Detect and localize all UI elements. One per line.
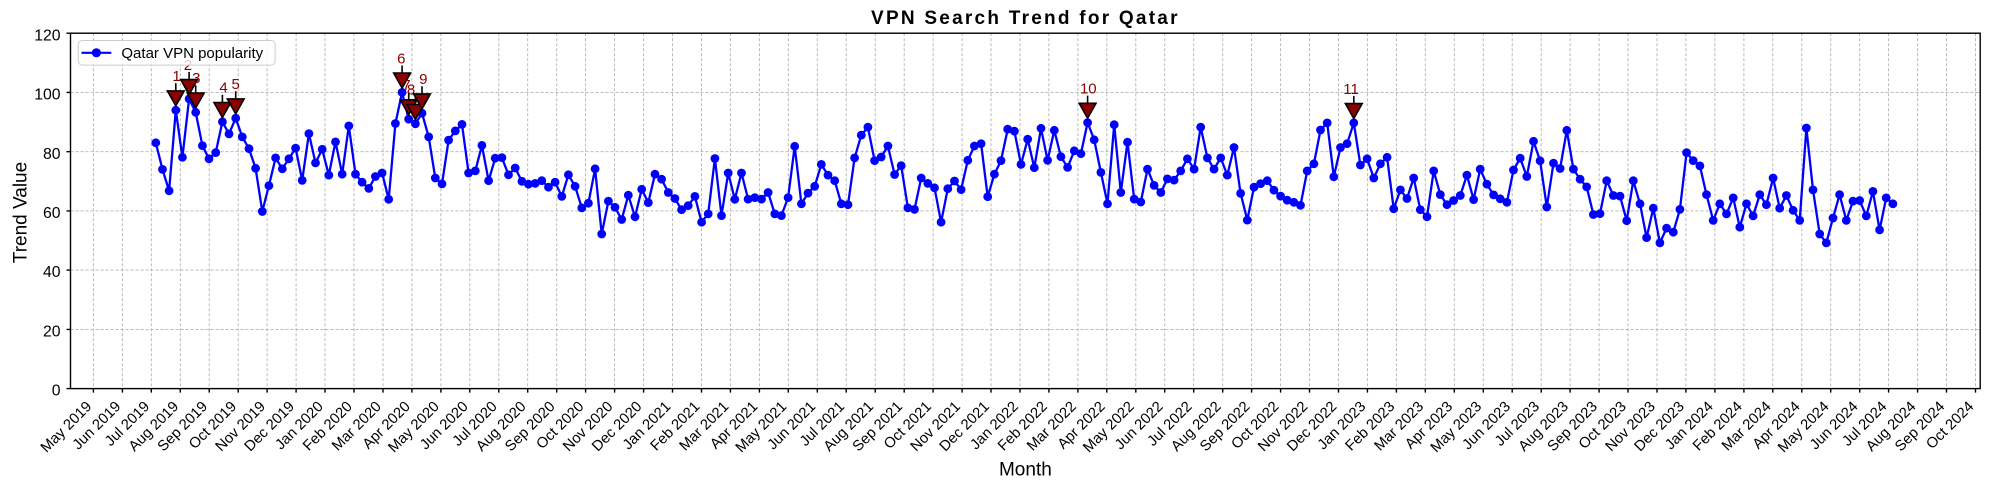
- svg-text:Month: Month: [999, 460, 1052, 481]
- svg-text:5: 5: [232, 76, 240, 93]
- svg-text:VPN Search Trend for Qatar: VPN Search Trend for Qatar: [871, 8, 1180, 29]
- svg-text:100: 100: [34, 87, 61, 104]
- svg-text:Qatar VPN popularity: Qatar VPN popularity: [121, 45, 263, 62]
- svg-text:40: 40: [43, 264, 61, 281]
- svg-text:120: 120: [34, 27, 61, 44]
- svg-text:80: 80: [43, 146, 61, 163]
- svg-text:60: 60: [43, 205, 61, 222]
- svg-text:11: 11: [1343, 81, 1359, 98]
- svg-text:6: 6: [397, 50, 405, 67]
- svg-text:7: 7: [402, 77, 410, 94]
- svg-text:9: 9: [419, 71, 427, 88]
- svg-text:8: 8: [407, 82, 415, 99]
- svg-text:0: 0: [52, 383, 61, 400]
- svg-text:4: 4: [219, 80, 227, 97]
- svg-text:10: 10: [1080, 81, 1097, 98]
- svg-text:1: 1: [172, 68, 180, 85]
- svg-text:3: 3: [192, 70, 200, 87]
- svg-text:Trend Value: Trend Value: [11, 162, 32, 263]
- svg-text:20: 20: [43, 324, 61, 341]
